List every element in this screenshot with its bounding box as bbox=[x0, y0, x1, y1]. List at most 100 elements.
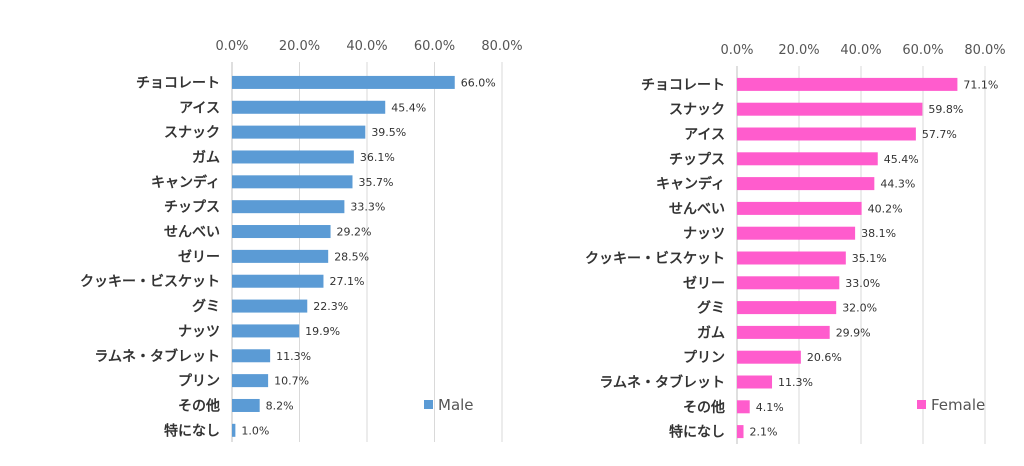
female-bar bbox=[737, 425, 744, 439]
female-data-label: 38.1% bbox=[861, 227, 896, 240]
female-bar bbox=[737, 152, 878, 166]
male-category-label: ガム bbox=[192, 150, 220, 166]
female-bar bbox=[737, 226, 856, 240]
male-category-label: スナック bbox=[164, 125, 220, 141]
female-category-label: 特になし bbox=[669, 424, 725, 441]
female-bar bbox=[737, 251, 846, 265]
female-bar bbox=[737, 301, 837, 315]
male-data-label: 10.7% bbox=[274, 375, 309, 388]
female-bar bbox=[737, 350, 801, 364]
female-data-label: 20.6% bbox=[807, 351, 842, 364]
female-category-label: ラムネ・タブレット bbox=[599, 374, 725, 391]
female-x-tick-label: 0.0% bbox=[720, 43, 753, 58]
female-category-label: その他 bbox=[683, 399, 725, 416]
male-bar bbox=[232, 150, 354, 164]
female-category-label: ガム bbox=[697, 325, 725, 341]
male-data-label: 19.9% bbox=[305, 325, 340, 338]
male-category-label: ゼリー bbox=[178, 248, 220, 265]
male-bar bbox=[232, 100, 386, 114]
male-bar bbox=[232, 423, 236, 437]
male-data-label: 1.0% bbox=[241, 424, 269, 437]
female-data-label: 40.2% bbox=[868, 202, 903, 215]
male-data-label: 28.5% bbox=[334, 250, 369, 263]
female-category-label: キャンディ bbox=[656, 176, 725, 193]
female-category-label: チョコレート bbox=[641, 77, 725, 93]
female-category-label: チップス bbox=[669, 152, 725, 168]
female-data-label: 4.1% bbox=[756, 401, 784, 414]
male-data-label: 66.0% bbox=[461, 76, 496, 89]
female-bar bbox=[737, 375, 773, 389]
male-category-label: キャンディ bbox=[151, 174, 220, 191]
female-bar-chart: 0.0% 20.0% 40.0% 60.0% 80.0% チョコレート 71.1% スナック 5… bbox=[585, 43, 1006, 444]
male-category-label: 特になし bbox=[164, 422, 220, 439]
male-data-label: 45.4% bbox=[391, 101, 426, 114]
male-category-label: クッキー・ビスケット bbox=[80, 274, 220, 290]
female-x-tick-label: 80.0% bbox=[964, 43, 1005, 58]
male-bar bbox=[232, 398, 260, 412]
female-category-label: スナック bbox=[669, 102, 725, 118]
male-bar-chart: 0.0% 20.0% 40.0% 60.0% 80.0% チョコレート 66.0% アイス 45… bbox=[80, 39, 523, 442]
male-bar bbox=[232, 225, 331, 239]
male-data-label: 11.3% bbox=[276, 350, 311, 363]
male-bar bbox=[232, 349, 271, 363]
male-category-label: アイス bbox=[179, 100, 220, 116]
female-category-label: アイス bbox=[684, 127, 725, 143]
male-data-label: 29.2% bbox=[337, 226, 372, 239]
female-data-label: 29.9% bbox=[836, 326, 871, 339]
male-data-label: 22.3% bbox=[313, 300, 348, 313]
male-category-label: チョコレート bbox=[136, 75, 220, 91]
female-bar bbox=[737, 325, 830, 339]
male-data-label: 27.1% bbox=[329, 275, 364, 288]
female-data-label: 45.4% bbox=[884, 153, 919, 166]
male-data-label: 35.7% bbox=[358, 176, 393, 189]
female-category-label: ナッツ bbox=[683, 226, 725, 242]
male-data-label: 36.1% bbox=[360, 151, 395, 164]
female-data-label: 32.0% bbox=[842, 302, 877, 315]
female-bar bbox=[737, 77, 958, 91]
female-data-label: 59.8% bbox=[928, 103, 963, 116]
male-x-tick-label: 40.0% bbox=[346, 39, 387, 54]
female-x-tick-label: 20.0% bbox=[778, 43, 819, 58]
male-category-label: その他 bbox=[178, 397, 220, 414]
female-data-label: 2.1% bbox=[750, 426, 778, 439]
female-x-tick-label: 60.0% bbox=[902, 43, 943, 58]
male-category-label: チップス bbox=[164, 200, 220, 216]
female-bar bbox=[737, 276, 840, 290]
female-x-tick-label: 40.0% bbox=[840, 43, 881, 58]
male-legend-swatch bbox=[424, 400, 433, 409]
male-bar bbox=[232, 175, 353, 189]
male-data-label: 39.5% bbox=[371, 126, 406, 139]
male-x-tick-label: 60.0% bbox=[414, 39, 455, 54]
male-bar bbox=[232, 75, 455, 89]
female-bar bbox=[737, 201, 862, 215]
female-category-label: グミ bbox=[697, 300, 725, 317]
male-bar bbox=[232, 324, 300, 338]
male-bar bbox=[232, 299, 308, 313]
male-data-label: 33.3% bbox=[350, 201, 385, 214]
female-bar bbox=[737, 400, 750, 414]
female-data-label: 33.0% bbox=[845, 277, 880, 290]
male-category-label: せんべい bbox=[164, 225, 220, 241]
male-category-label: ナッツ bbox=[178, 324, 220, 340]
female-data-label: 44.3% bbox=[880, 178, 915, 191]
male-x-tick-label: 0.0% bbox=[215, 39, 248, 54]
female-data-label: 11.3% bbox=[778, 376, 813, 389]
male-bar bbox=[232, 249, 329, 263]
female-legend-label: Female bbox=[931, 396, 985, 414]
male-bar bbox=[232, 125, 366, 139]
male-bar bbox=[232, 200, 345, 214]
male-bar bbox=[232, 274, 324, 288]
male-category-label: ラムネ・タブレット bbox=[94, 348, 220, 365]
female-category-label: せんべい bbox=[669, 201, 725, 217]
female-bar bbox=[737, 177, 875, 191]
female-bar bbox=[737, 102, 923, 116]
female-legend-swatch bbox=[917, 400, 926, 409]
male-x-tick-label: 80.0% bbox=[481, 39, 522, 54]
female-bar bbox=[737, 127, 916, 141]
male-data-label: 8.2% bbox=[266, 399, 294, 412]
male-legend-label: Male bbox=[438, 396, 474, 414]
female-data-label: 57.7% bbox=[922, 128, 957, 141]
male-category-label: プリン bbox=[178, 374, 220, 390]
female-data-label: 35.1% bbox=[852, 252, 887, 265]
female-category-label: プリン bbox=[683, 350, 725, 366]
